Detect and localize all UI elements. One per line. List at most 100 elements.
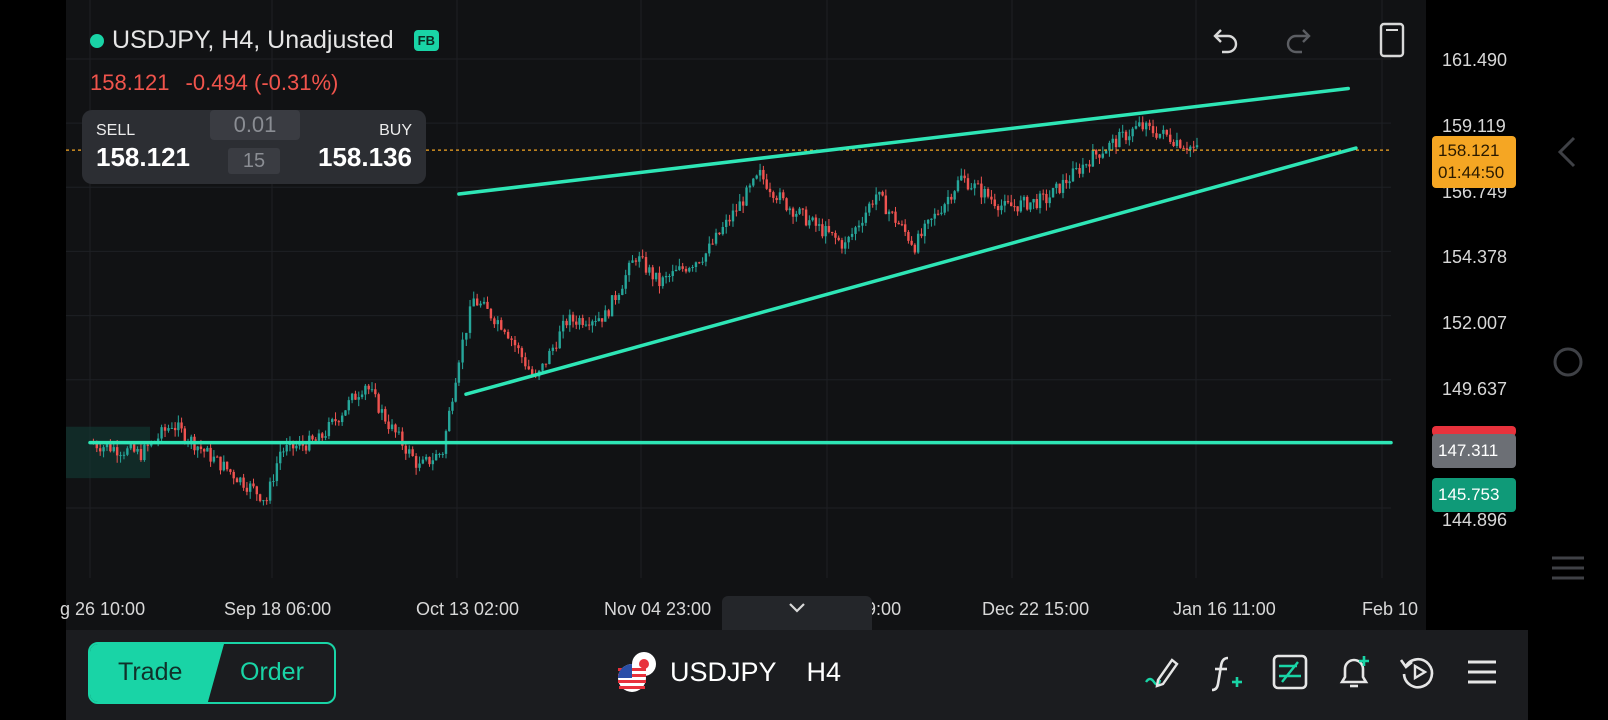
candle-body [434, 454, 438, 461]
candle-body [1035, 199, 1039, 209]
time-axis-label: Nov 04 23:00 [604, 599, 712, 619]
trendline [457, 86, 1350, 196]
candle-body [1051, 188, 1055, 198]
candle-body [834, 232, 837, 238]
tab-trade[interactable]: Trade [118, 658, 183, 686]
candle-body [337, 421, 341, 423]
candle-body [900, 224, 904, 226]
current-price-tag: 158.121 01:44:50 [1432, 136, 1516, 188]
candle-body [272, 481, 275, 483]
candle-body [591, 321, 594, 326]
lot-size-input[interactable]: 0.01 [210, 110, 300, 140]
collapse-handle[interactable] [722, 596, 872, 630]
candle-body [1071, 168, 1075, 182]
trade-order-toggle[interactable]: Trade Order [88, 642, 336, 704]
candle-body [321, 433, 324, 438]
candle-body [631, 260, 634, 263]
candle-body [334, 419, 337, 422]
device-toggle-button[interactable] [1376, 22, 1408, 58]
replay-icon [1399, 657, 1434, 689]
currency-flags-icon [616, 650, 660, 694]
chart-area[interactable] [66, 0, 1426, 630]
candle-body [821, 224, 824, 237]
candle-body [768, 188, 772, 193]
draw-tool-button[interactable] [1142, 652, 1182, 692]
candle-body [199, 446, 203, 450]
range-highlight-box [66, 426, 150, 479]
candle-body [684, 268, 688, 272]
candle-body [571, 314, 575, 322]
undo-button[interactable] [1208, 24, 1240, 60]
candle-body [923, 223, 926, 237]
candle-body [933, 213, 936, 219]
candle-body [607, 310, 610, 317]
indicator-icon [1211, 656, 1242, 692]
candle-body [1003, 201, 1007, 206]
candle-body [1148, 122, 1151, 127]
candle-body [644, 257, 648, 273]
back-icon[interactable] [1548, 132, 1588, 172]
candle-body [324, 436, 327, 438]
alert-price-tag[interactable]: 145.753 [1432, 478, 1516, 512]
candle-body [196, 446, 199, 451]
candle-body [782, 192, 785, 199]
candle-body [772, 192, 775, 198]
tab-order[interactable]: Order [240, 658, 304, 686]
redo-button[interactable] [1284, 24, 1316, 60]
candle-body [824, 226, 827, 237]
candle-body [1138, 122, 1141, 127]
system-nav-rail [1528, 0, 1608, 720]
candle-body [1141, 122, 1144, 130]
indicator-button[interactable] [1206, 652, 1246, 692]
candle-body [360, 394, 364, 398]
candle-body [624, 275, 627, 289]
candle-body [907, 231, 910, 241]
candle-body [190, 436, 193, 442]
candle-body [364, 385, 367, 395]
candle-body [1155, 133, 1158, 138]
symbol-selector[interactable]: USDJPY H4 [616, 650, 841, 694]
candle-body [1026, 196, 1029, 210]
candle-body [1118, 131, 1121, 148]
timeframe-selector[interactable]: H4 [806, 656, 842, 687]
candle-body [163, 427, 167, 431]
candle-body [235, 478, 239, 483]
candle-body [946, 196, 950, 205]
time-axis-label: Dec 22 15:00 [982, 599, 1090, 619]
add-alert-button[interactable] [1334, 652, 1374, 692]
candle-body [327, 422, 331, 437]
candle-body [472, 298, 475, 307]
candle-body [177, 422, 180, 431]
candle-body [843, 242, 847, 249]
candle-body [658, 272, 661, 287]
price-chart[interactable] [66, 0, 1426, 630]
recents-icon[interactable] [1548, 548, 1588, 588]
candle-body [1085, 164, 1088, 166]
candle-body [966, 178, 970, 190]
fb-badge[interactable]: FB [413, 30, 439, 51]
candle-body [1032, 199, 1035, 203]
candle-body [206, 447, 209, 452]
template-button[interactable] [1270, 652, 1310, 692]
candle-body [95, 443, 98, 449]
candle-body [1185, 148, 1189, 150]
candle-body [903, 224, 907, 232]
candle-body [451, 401, 454, 411]
candle-body [804, 209, 808, 226]
candle-body [758, 169, 762, 176]
candle-body [524, 357, 527, 367]
price-change: -0.494 (-0.31%) [185, 70, 339, 95]
candle-body [741, 201, 745, 206]
candle-body [817, 224, 821, 226]
menu-button[interactable] [1462, 652, 1502, 692]
candle-body [884, 195, 888, 215]
price-axis-label: 161.490 [1442, 50, 1508, 70]
alert-price-tag[interactable]: 147.311 [1432, 434, 1516, 468]
home-icon[interactable] [1548, 342, 1588, 382]
replay-button[interactable] [1398, 652, 1438, 692]
sell-button[interactable]: SELL 158.121 [82, 110, 210, 184]
buy-button[interactable]: BUY 158.136 [298, 110, 426, 184]
lot-step[interactable]: 15 [228, 148, 280, 174]
candle-body [861, 222, 864, 226]
candle-body [317, 433, 321, 441]
